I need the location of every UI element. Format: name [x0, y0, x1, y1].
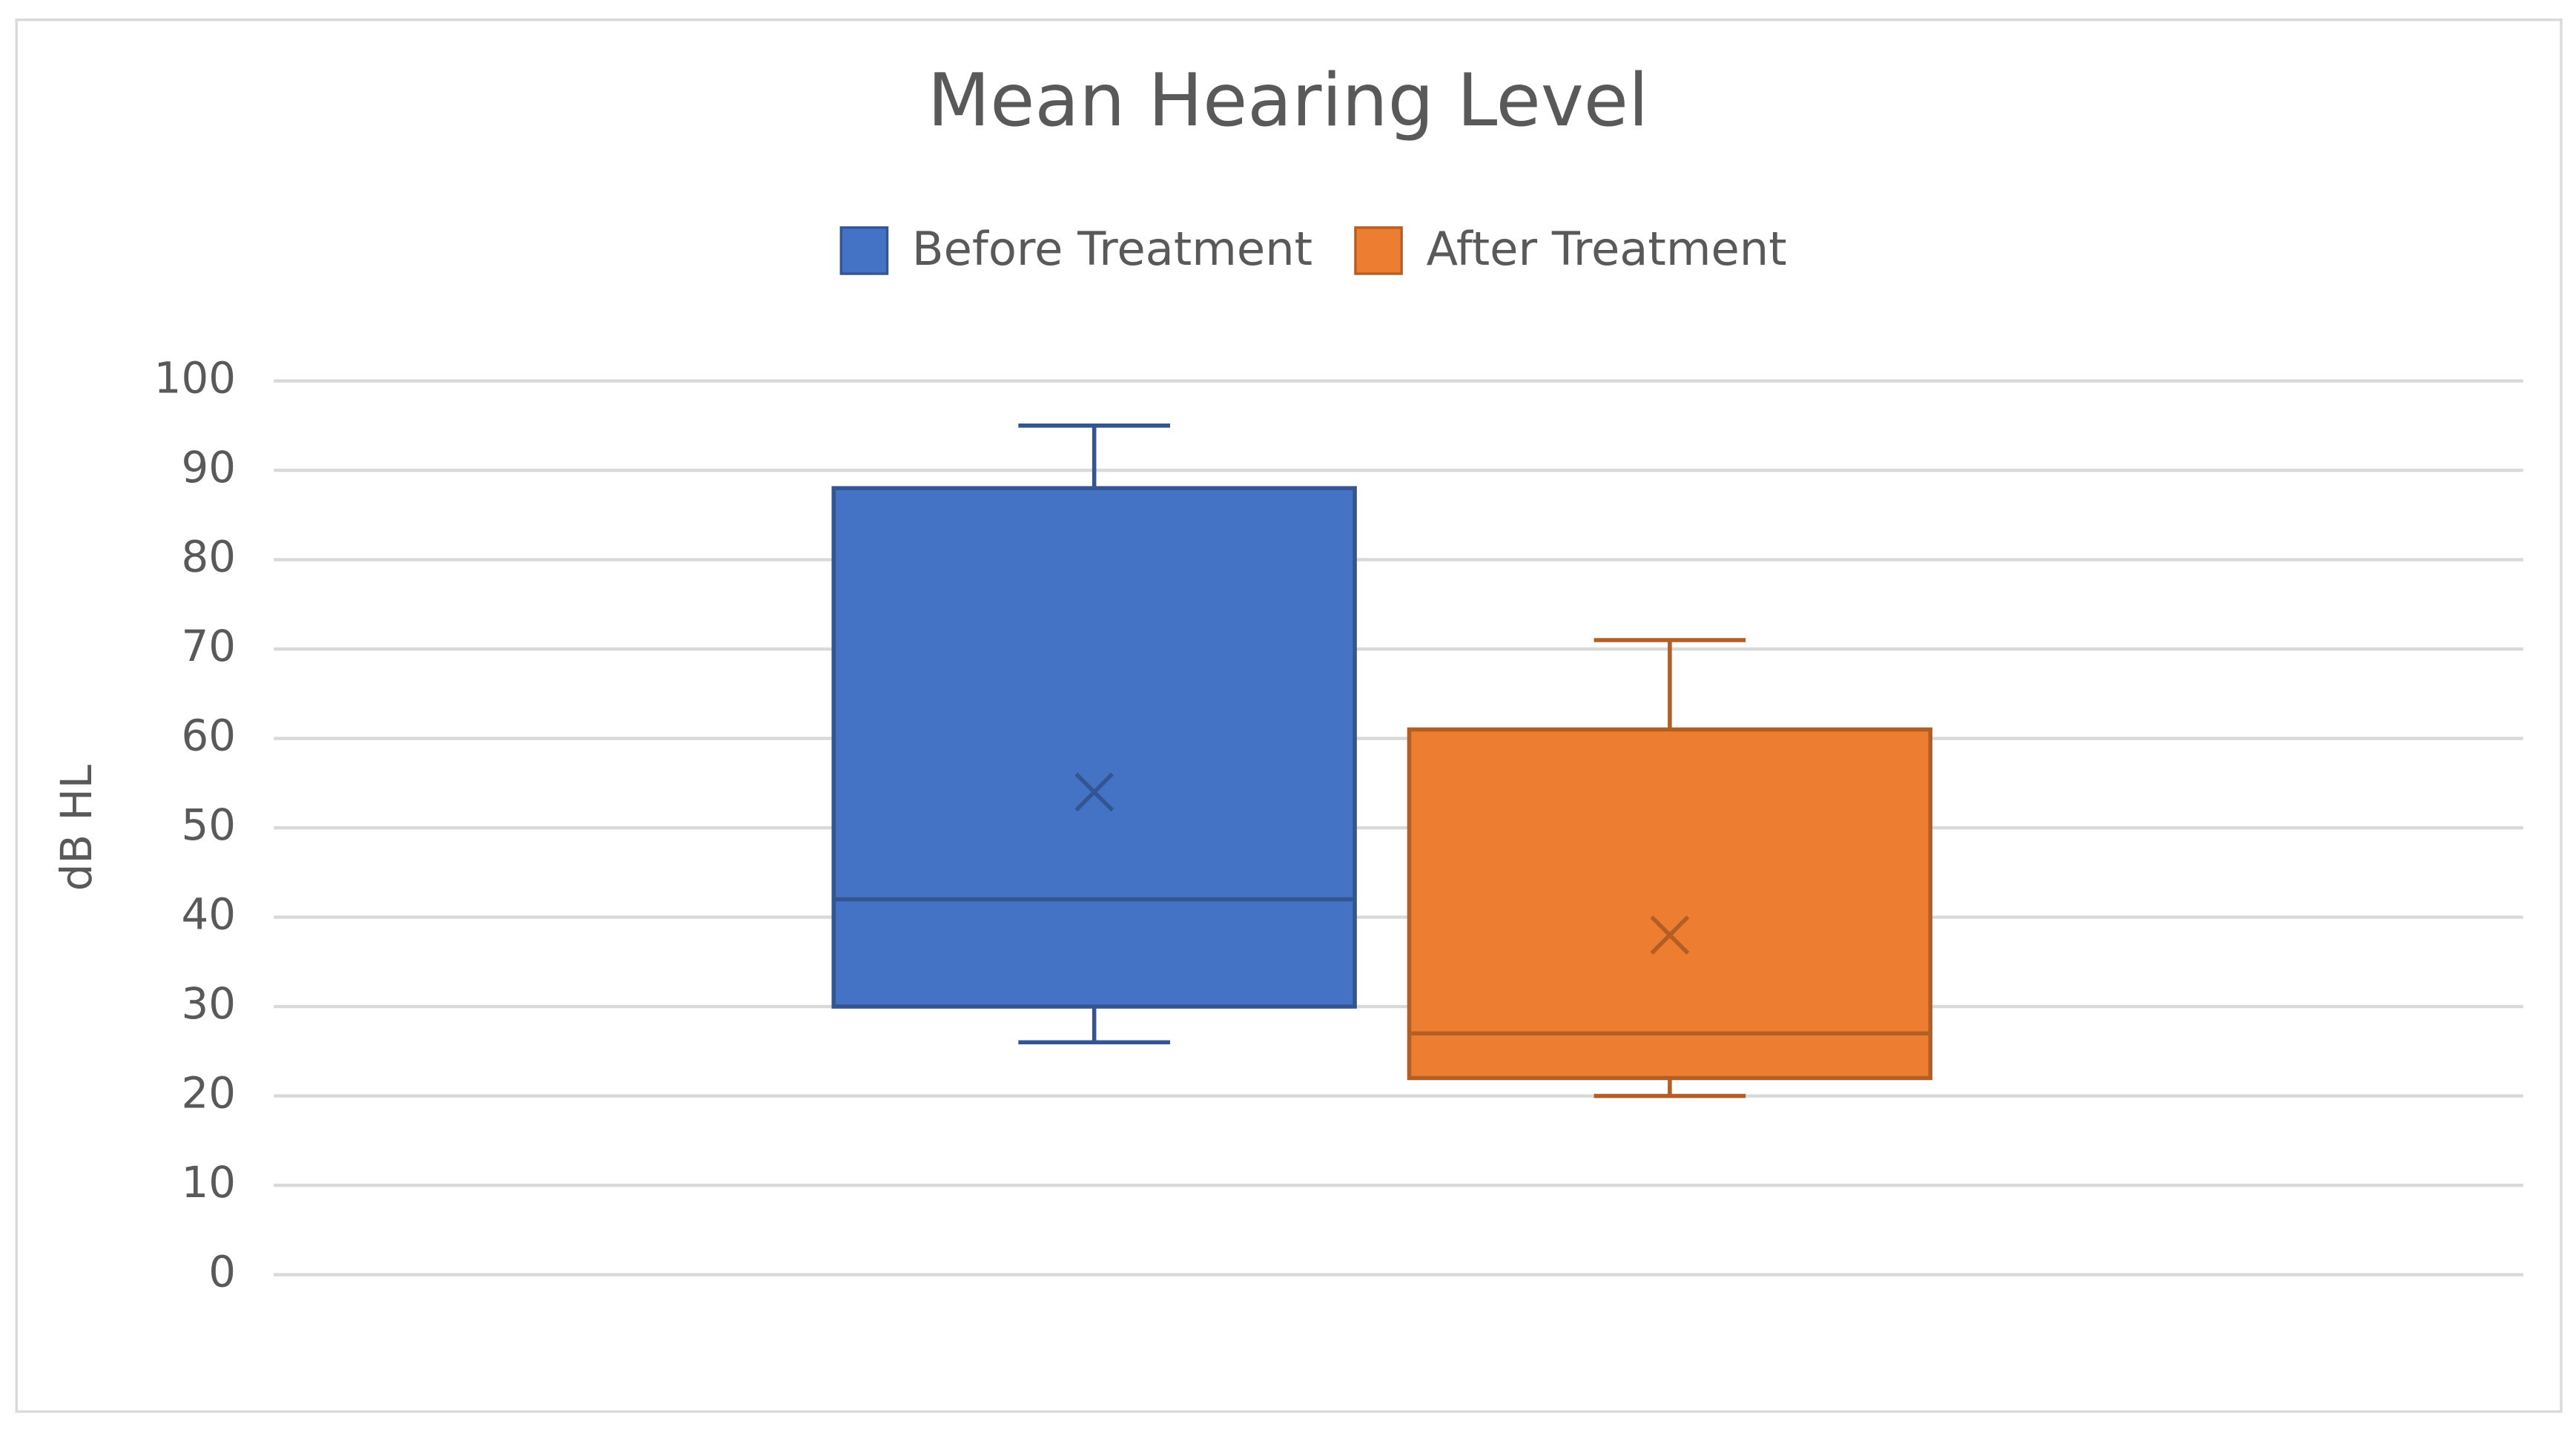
y-tick-label: 0: [208, 1247, 236, 1297]
legend-swatch: [839, 226, 889, 275]
box: [1407, 727, 1933, 1081]
y-tick-label: 50: [181, 800, 236, 850]
y-tick-label: 90: [181, 442, 236, 493]
y-axis-label: dB HL: [51, 765, 102, 891]
mean-marker: [1074, 772, 1114, 812]
mean-marker: [1650, 915, 1690, 955]
y-tick-label: 60: [181, 711, 236, 761]
chart-title: Mean Hearing Level: [928, 59, 1648, 143]
legend-label: Before Treatment: [912, 222, 1312, 276]
y-tick-label: 80: [181, 532, 236, 582]
box: [831, 486, 1357, 1009]
y-tick-label: 70: [181, 621, 236, 671]
y-tick-label: 100: [154, 353, 236, 403]
legend-swatch: [1354, 226, 1403, 275]
y-tick-label: 40: [181, 889, 236, 940]
y-tick-label: 10: [181, 1157, 236, 1208]
y-tick-label: 30: [181, 978, 236, 1029]
legend-label: After Treatment: [1427, 222, 1787, 276]
y-tick-label: 20: [181, 1068, 236, 1119]
